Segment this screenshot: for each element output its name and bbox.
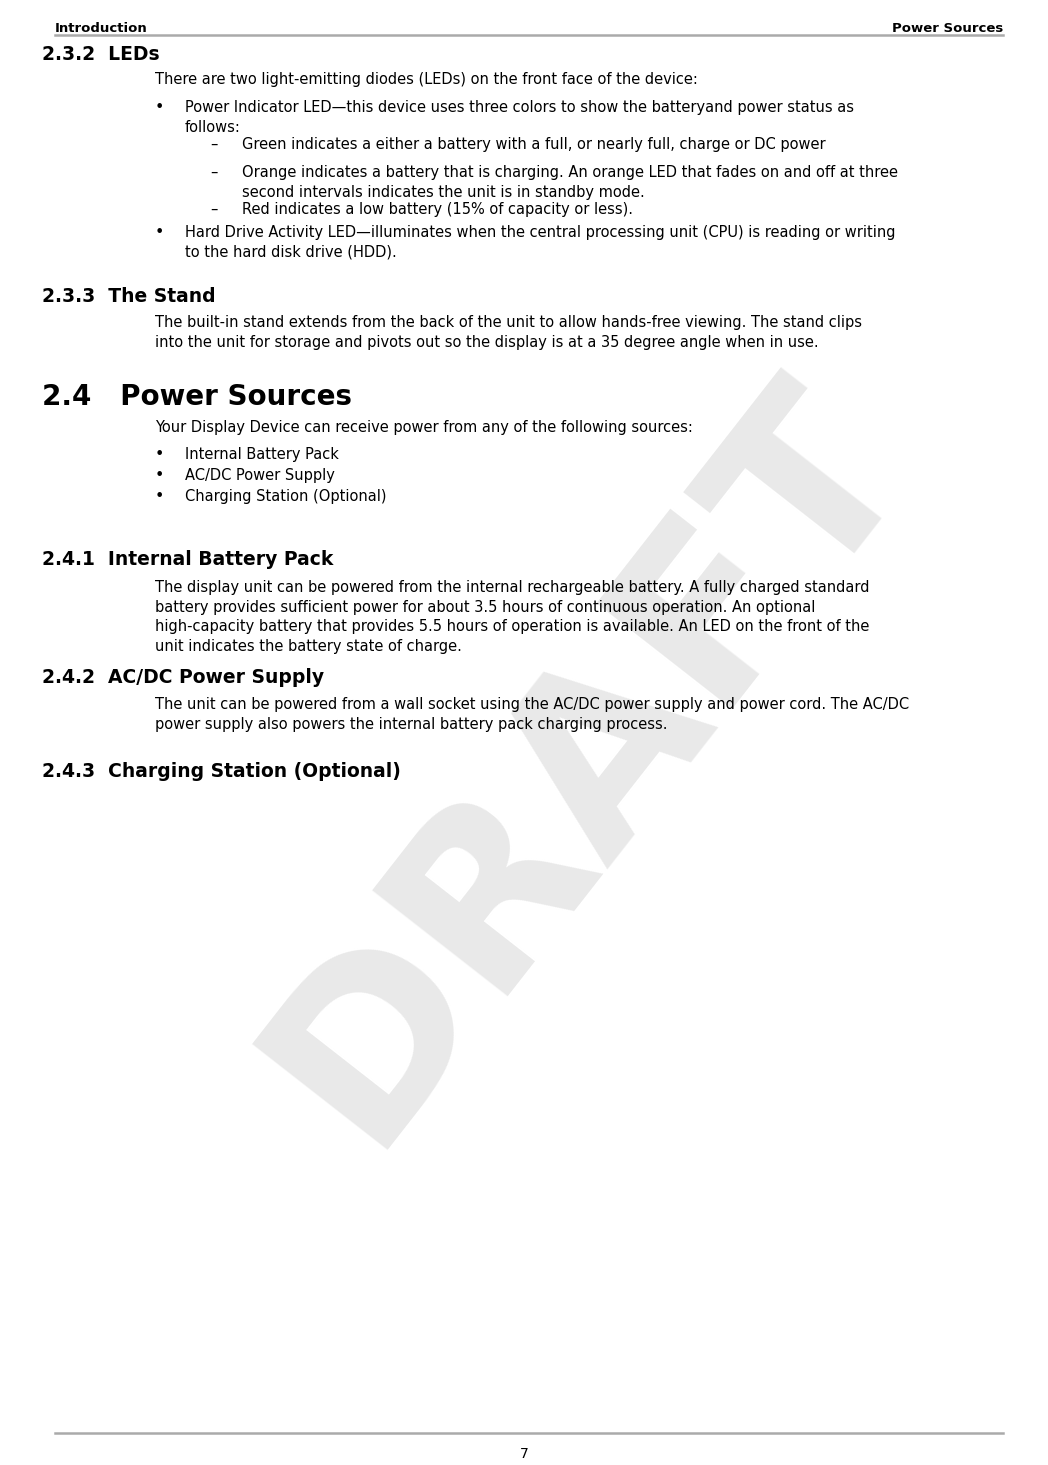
Text: Orange indicates a battery that is charging. An orange LED that fades on and off: Orange indicates a battery that is charg… [242,166,898,180]
Text: into the unit for storage and pivots out so the display is at a 35 degree angle : into the unit for storage and pivots out… [155,334,818,350]
Text: 2.4.2  AC/DC Power Supply: 2.4.2 AC/DC Power Supply [42,668,324,687]
Text: power supply also powers the internal battery pack charging process.: power supply also powers the internal ba… [155,716,668,731]
Text: to the hard disk drive (HDD).: to the hard disk drive (HDD). [185,245,397,259]
Text: Charging Station (Optional): Charging Station (Optional) [185,489,387,504]
Text: •: • [155,467,165,483]
Text: Introduction: Introduction [54,22,148,35]
Text: 7: 7 [520,1447,528,1461]
Text: Green indicates a either a battery with a full, or nearly full, charge or DC pow: Green indicates a either a battery with … [242,138,826,152]
Text: •: • [155,447,165,461]
Text: second intervals indicates the unit is in standby mode.: second intervals indicates the unit is i… [242,185,645,199]
Text: Internal Battery Pack: Internal Battery Pack [185,447,339,461]
Text: The built-in stand extends from the back of the unit to allow hands-free viewing: The built-in stand extends from the back… [155,315,863,330]
Text: There are two light-emitting diodes (LEDs) on the front face of the device:: There are two light-emitting diodes (LED… [155,72,698,86]
Text: •: • [155,489,165,504]
Text: The unit can be powered from a wall socket using the AC/DC power supply and powe: The unit can be powered from a wall sock… [155,697,909,712]
Text: Red indicates a low battery (15% of capacity or less).: Red indicates a low battery (15% of capa… [242,202,633,217]
Text: follows:: follows: [185,120,241,135]
Text: AC/DC Power Supply: AC/DC Power Supply [185,467,335,483]
Text: Power Indicator LED—this device uses three colors to show the batteryand power s: Power Indicator LED—this device uses thr… [185,100,854,114]
Text: DRAFT: DRAFT [225,344,948,1179]
Text: 2.4.1  Internal Battery Pack: 2.4.1 Internal Battery Pack [42,549,333,568]
Text: 2.4.3  Charging Station (Optional): 2.4.3 Charging Station (Optional) [42,762,401,781]
Text: –: – [210,138,217,152]
Text: Power Sources: Power Sources [892,22,1003,35]
Text: Your Display Device can receive power from any of the following sources:: Your Display Device can receive power fr… [155,420,693,435]
Text: •: • [155,226,165,240]
Text: Hard Drive Activity LED—illuminates when the central processing unit (CPU) is re: Hard Drive Activity LED—illuminates when… [185,226,895,240]
Text: battery provides sufficient power for about 3.5 hours of continuous operation. A: battery provides sufficient power for ab… [155,599,815,614]
Text: 2.4   Power Sources: 2.4 Power Sources [42,382,352,412]
Text: –: – [210,166,217,180]
Text: •: • [155,100,165,114]
Text: unit indicates the battery state of charge.: unit indicates the battery state of char… [155,639,462,653]
Text: –: – [210,202,217,217]
Text: 2.3.2  LEDs: 2.3.2 LEDs [42,45,159,64]
Text: The display unit can be powered from the internal rechargeable battery. A fully : The display unit can be powered from the… [155,580,870,595]
Text: high-capacity battery that provides 5.5 hours of operation is available. An LED : high-capacity battery that provides 5.5 … [155,620,870,634]
Text: 2.3.3  The Stand: 2.3.3 The Stand [42,287,216,306]
